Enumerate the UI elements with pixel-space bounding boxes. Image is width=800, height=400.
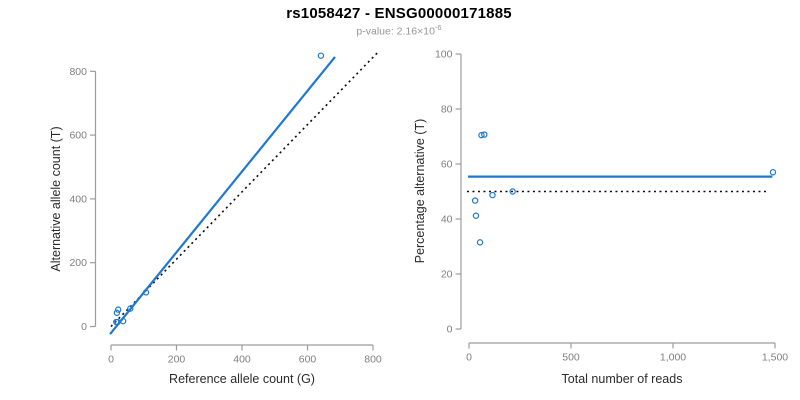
- x-tick-label: 400: [233, 354, 251, 366]
- y-tick-label: 800: [69, 66, 87, 78]
- dotted-identity-line: [110, 50, 381, 328]
- data-point: [481, 131, 488, 138]
- y-tick-label: 400: [69, 193, 87, 205]
- allele-counts-plot: 0 200 400 600 800 0 200 400 600 800 Reference alle…: [49, 50, 382, 386]
- data-point: [471, 197, 479, 204]
- y-tick-label: 100: [435, 49, 453, 61]
- x-tick-label: 500: [562, 352, 580, 364]
- data-point: [478, 131, 485, 139]
- percentage-reads-plot: 0 20 40 60 80 100 0 500 1,000 1,500 Total number o…: [413, 49, 788, 387]
- data-point: [476, 239, 484, 246]
- x-tick-label: 800: [364, 354, 382, 366]
- data-point: [115, 306, 122, 313]
- x-tick-label: 0: [466, 352, 472, 364]
- data-point: [472, 212, 480, 219]
- x-tick-label: 200: [168, 354, 186, 366]
- chart-subtitle: p-value: 2.16×10-6: [0, 23, 798, 38]
- data-point: [317, 52, 325, 59]
- y-tick-label: 0: [447, 324, 453, 336]
- x-tick-label: 1,000: [660, 352, 686, 364]
- x-axis-title: Reference allele count (G): [169, 372, 315, 386]
- data-point: [113, 309, 121, 316]
- data-point: [509, 188, 516, 195]
- pvalue-label: p-value: 2.16×10: [356, 25, 435, 38]
- pvalue-exponent: -6: [434, 23, 442, 32]
- y-tick-label: 200: [69, 257, 87, 269]
- data-point: [142, 289, 150, 296]
- data-point: [119, 317, 127, 325]
- y-axis-title: Percentage alternative (T): [413, 119, 427, 264]
- data-point: [127, 305, 134, 312]
- chart-title: rs1058427 - ENSG00000171885: [286, 5, 512, 22]
- fit-line: [109, 56, 336, 335]
- y-tick-label: 60: [441, 159, 453, 171]
- data-point: [769, 169, 777, 176]
- x-tick-label: 1,500: [762, 352, 788, 364]
- y-tick-label: 600: [69, 130, 87, 142]
- y-tick-label: 80: [441, 104, 453, 116]
- data-point: [489, 191, 496, 199]
- y-tick-label: 20: [441, 269, 453, 281]
- x-axis-title: Total number of reads: [562, 372, 683, 386]
- x-tick-label: 0: [108, 354, 114, 366]
- y-axis-title: Alternative allele count (T): [49, 126, 63, 271]
- x-tick-label: 600: [299, 354, 317, 366]
- y-tick-label: 40: [441, 214, 453, 226]
- y-tick-label: 0: [81, 321, 87, 333]
